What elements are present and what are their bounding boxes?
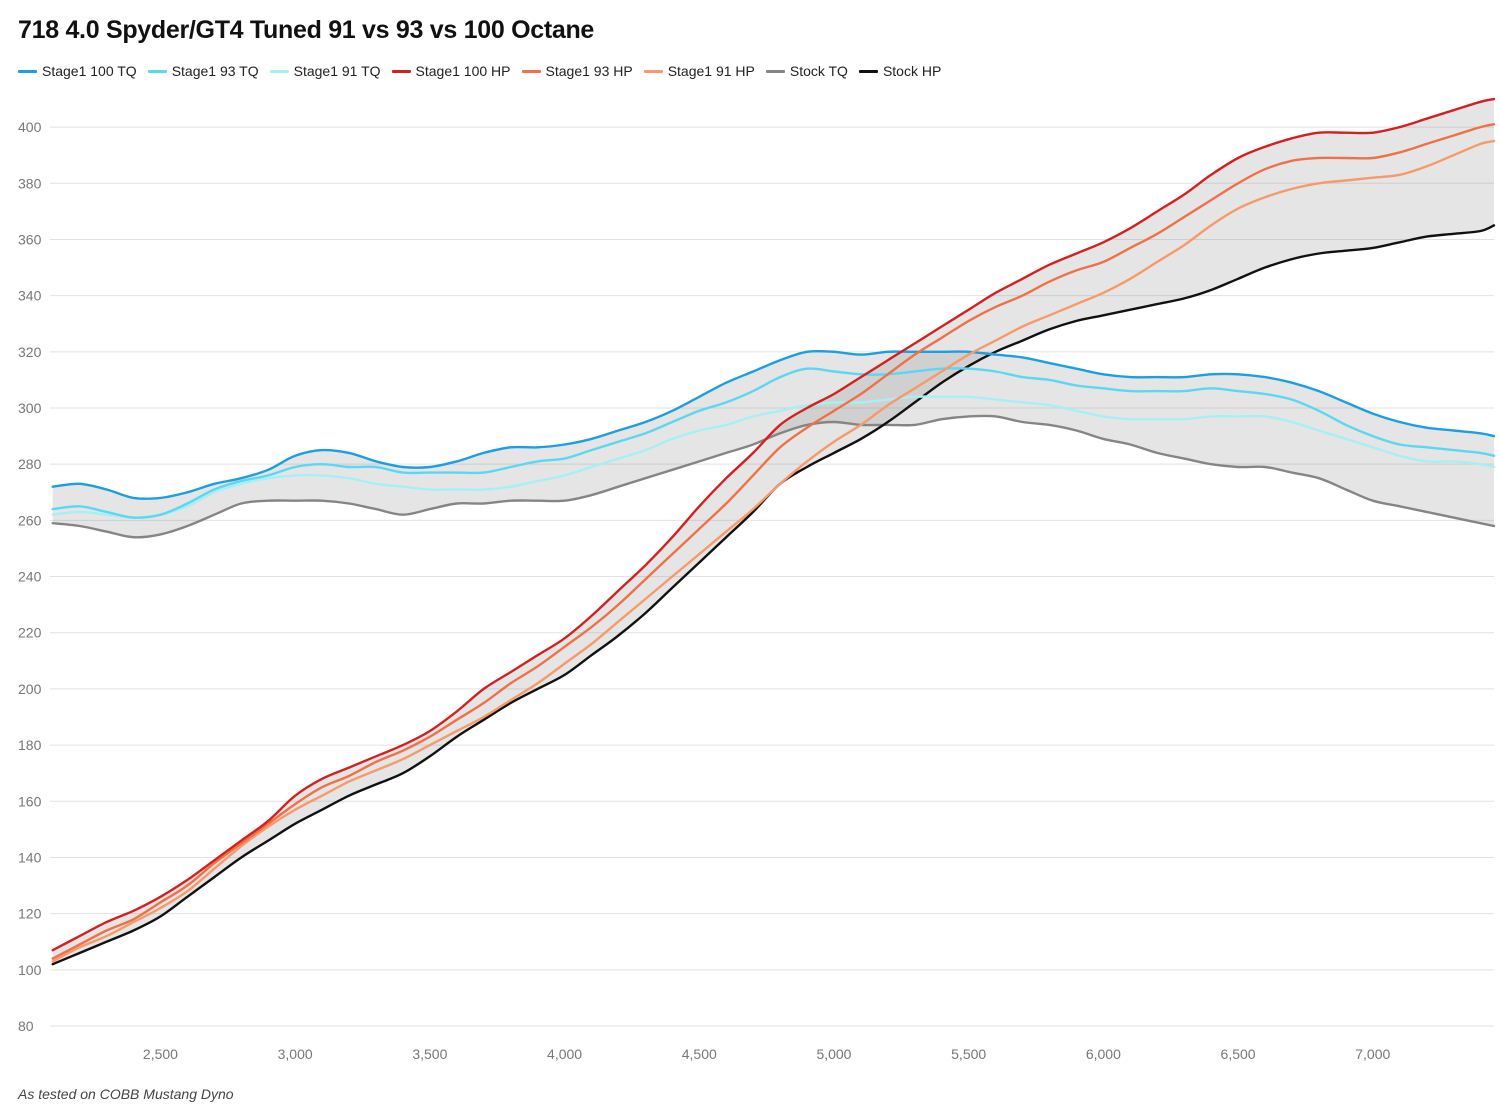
y-tick-label: 280 — [18, 456, 42, 472]
legend-label: Stock TQ — [789, 63, 848, 79]
legend-label: Stage1 93 HP — [545, 63, 633, 79]
grid-lines — [50, 126, 1494, 1027]
series-lines — [51, 97, 1496, 966]
x-tick-label: 6,500 — [1221, 1046, 1256, 1062]
legend-label: Stage1 93 TQ — [171, 63, 259, 79]
chart-title: 718 4.0 Spyder/GT4 Tuned 91 vs 93 vs 100… — [18, 16, 595, 44]
shaded-bands — [52, 99, 1495, 965]
series-line-stage1-93-tq — [51, 367, 1496, 519]
legend-swatch — [858, 69, 878, 73]
legend-item[interactable]: Stock HP — [858, 63, 942, 79]
x-tick-label: 5,000 — [816, 1046, 851, 1062]
y-tick-label: 320 — [18, 344, 42, 360]
x-tick-label: 3,500 — [412, 1046, 447, 1062]
legend-label: Stage1 91 TQ — [293, 63, 381, 79]
y-axis-ticks: 80 100 120 140 160 180 200 220 240 260 280 300 320 34… — [18, 119, 42, 1034]
y-tick-label: 100 — [18, 962, 42, 978]
y-tick-label: 400 — [18, 119, 42, 135]
y-tick-label: 200 — [18, 681, 42, 697]
legend-item[interactable]: Stage1 100 TQ — [18, 63, 137, 79]
legend-swatch — [391, 69, 411, 73]
legend-swatch — [147, 69, 167, 73]
legend-swatch — [269, 69, 289, 73]
series-line-stock-tq — [51, 414, 1496, 539]
legend-item[interactable]: Stock TQ — [765, 63, 848, 79]
x-tick-label: 4,500 — [682, 1046, 717, 1062]
legend-swatch — [521, 69, 541, 73]
chart-legend: Stage1 100 TQ Stage1 93 TQ Stage1 91 TQ Sta… — [18, 63, 952, 79]
y-tick-label: 380 — [18, 175, 42, 191]
y-tick-label: 300 — [18, 400, 42, 416]
legend-item[interactable]: Stage1 91 TQ — [269, 63, 381, 79]
legend-label: Stage1 100 HP — [415, 63, 511, 79]
legend-label: Stage1 100 TQ — [42, 63, 137, 79]
series-line-stage1-93-hp — [51, 123, 1496, 960]
x-axis-ticks: 2,500 3,000 3,500 4,000 4,500 5,000 5,500 6,000… — [143, 1046, 1391, 1062]
x-tick-label: 7,000 — [1355, 1046, 1390, 1062]
series-line-stage1-100-hp — [51, 97, 1496, 952]
legend-label: Stock HP — [882, 63, 942, 79]
y-tick-label: 240 — [18, 569, 42, 585]
legend-item[interactable]: Stage1 93 TQ — [147, 63, 259, 79]
series-line-stage1-91-hp — [51, 139, 1496, 963]
series-line-stock-hp — [51, 224, 1496, 966]
x-tick-label: 6,000 — [1086, 1046, 1121, 1062]
legend-swatch — [18, 69, 37, 73]
footer-note: As tested on COBB Mustang Dyno — [18, 1086, 234, 1102]
series-line-stage1-91-tq — [51, 395, 1496, 519]
legend-item[interactable]: Stage1 93 HP — [521, 63, 633, 79]
y-tick-label: 360 — [18, 231, 42, 247]
legend-swatch — [643, 69, 663, 73]
shaded-band-0 — [52, 351, 1495, 538]
y-tick-label: 220 — [18, 625, 42, 641]
y-tick-label: 260 — [18, 512, 42, 528]
legend-item[interactable]: Stage1 91 HP — [643, 63, 755, 79]
y-tick-label: 140 — [18, 849, 42, 865]
legend-item[interactable]: Stage1 100 HP — [391, 63, 511, 79]
y-tick-label: 80 — [18, 1018, 34, 1034]
x-tick-label: 5,500 — [951, 1046, 986, 1062]
x-tick-label: 3,000 — [278, 1046, 313, 1062]
series-line-stage1-100-tq — [51, 349, 1496, 500]
y-tick-label: 120 — [18, 906, 42, 922]
shaded-band-1 — [52, 99, 1495, 965]
y-tick-label: 160 — [18, 793, 42, 809]
y-tick-label: 180 — [18, 737, 42, 753]
x-tick-label: 4,000 — [547, 1046, 582, 1062]
legend-swatch — [765, 69, 785, 73]
x-tick-label: 2,500 — [143, 1046, 178, 1062]
legend-label: Stage1 91 HP — [667, 63, 755, 79]
y-tick-label: 340 — [18, 288, 42, 304]
